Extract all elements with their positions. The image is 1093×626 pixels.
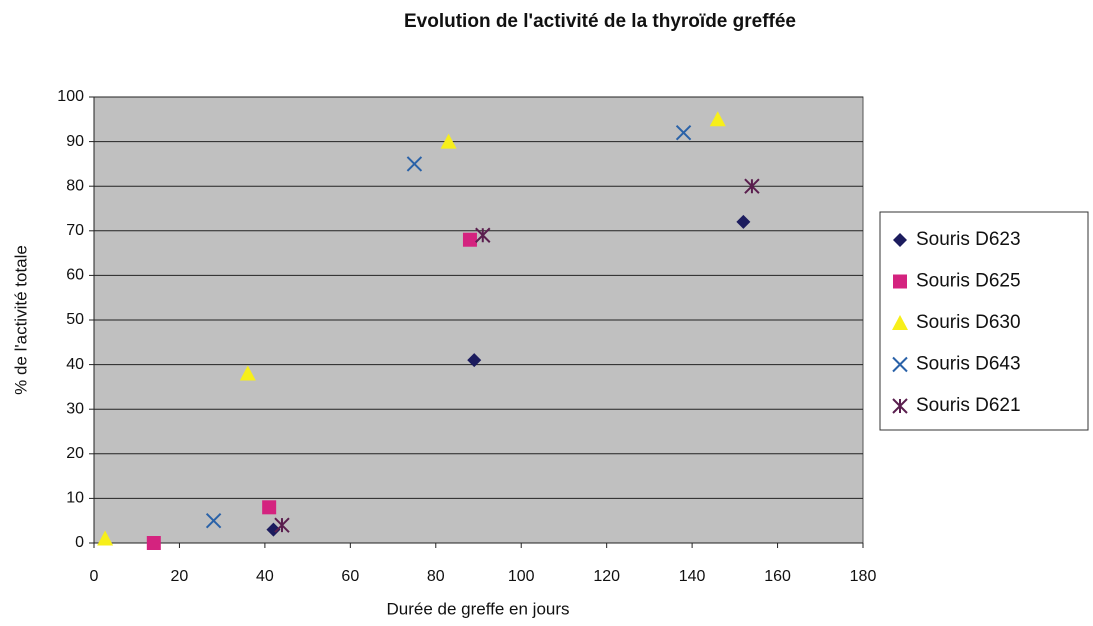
marker — [262, 500, 277, 515]
y-tick-label: 40 — [66, 356, 84, 373]
y-tick-label: 90 — [66, 133, 84, 150]
marker — [274, 517, 290, 533]
legend-marker — [893, 274, 907, 289]
legend-marker — [892, 315, 908, 330]
legend-label: Souris D625 — [916, 271, 1021, 292]
marker — [709, 111, 726, 127]
y-tick-label: 20 — [66, 445, 84, 462]
legend-label: Souris D630 — [916, 312, 1021, 333]
x-tick-label: 160 — [764, 568, 791, 585]
x-tick-label: 20 — [171, 568, 189, 585]
marker — [475, 227, 491, 243]
marker — [239, 365, 256, 381]
y-tick-label: 0 — [75, 534, 84, 551]
x-tick-label: 60 — [341, 568, 359, 585]
legend-marker — [893, 233, 907, 247]
x-tick-label: 140 — [679, 568, 706, 585]
x-tick-label: 100 — [508, 568, 535, 585]
y-tick-label: 80 — [66, 177, 84, 194]
legend-label: Souris D643 — [916, 354, 1021, 375]
marker — [406, 156, 423, 172]
marker — [467, 353, 482, 368]
x-tick-label: 180 — [850, 568, 877, 585]
chart-title: Evolution de l'activité de la thyroïde g… — [404, 11, 796, 32]
marker — [97, 530, 114, 546]
y-tick-label: 60 — [66, 267, 84, 284]
marker — [146, 536, 161, 550]
marker — [462, 232, 477, 247]
y-axis-label: % de l'activité totale — [11, 245, 30, 395]
x-tick-label: 120 — [593, 568, 620, 585]
legend-marker — [892, 356, 908, 373]
x-tick-label: 40 — [256, 568, 274, 585]
marker — [675, 124, 692, 141]
x-tick-label: 0 — [90, 568, 99, 585]
marker — [440, 133, 457, 149]
y-tick-label: 50 — [66, 311, 84, 328]
x-axis-label: Durée de greffe en jours — [386, 599, 569, 618]
marker — [266, 522, 281, 537]
legend-label: Souris D623 — [916, 229, 1021, 250]
marker — [205, 512, 222, 529]
legend — [879, 211, 1089, 431]
y-tick-label: 70 — [66, 222, 84, 239]
x-tick-label: 80 — [427, 568, 445, 585]
legend-label: Souris D621 — [916, 395, 1021, 416]
y-tick-label: 10 — [66, 490, 84, 507]
marker — [736, 214, 751, 229]
legend-marker — [892, 398, 908, 414]
marker — [744, 178, 760, 194]
y-tick-label: 100 — [57, 88, 84, 105]
y-tick-label: 30 — [66, 400, 84, 417]
